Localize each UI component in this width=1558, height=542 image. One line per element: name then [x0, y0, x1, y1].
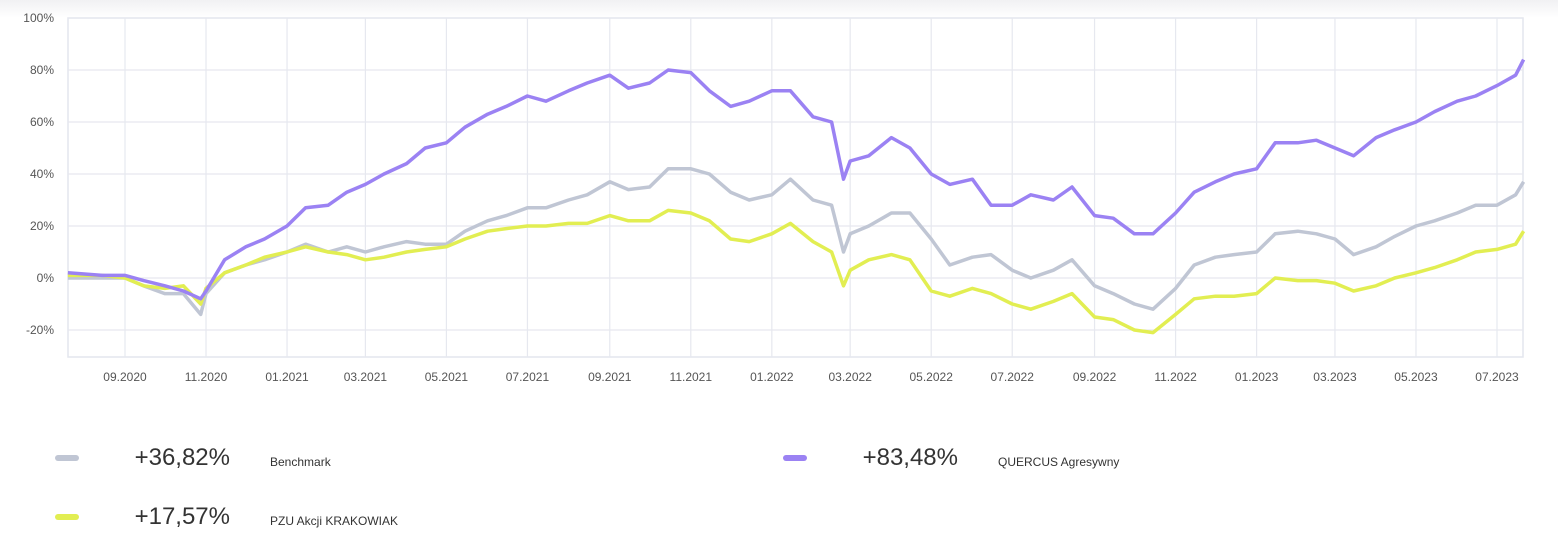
x-tick-label: 09.2022 [1073, 370, 1117, 384]
y-tick-label: 20% [30, 219, 54, 233]
pzu-swatch [55, 514, 79, 520]
quercus-return: +83,48% [862, 444, 958, 471]
x-tick-label: 07.2021 [506, 370, 550, 384]
pzu-akcji-krakowiak-line [67, 208, 1526, 335]
x-tick-label: 11.2020 [185, 370, 228, 384]
y-tick-label: -20% [26, 323, 54, 337]
x-tick-label: 09.2020 [103, 370, 147, 384]
benchmark-line [67, 167, 1526, 317]
line-chart: 100% 80% 60% 40% 20% 0% -20% 09.2020 11.2020 01.… [23, 11, 1526, 384]
x-tick-label: 03.2023 [1313, 370, 1357, 384]
x-tick-label: 01.2023 [1235, 370, 1279, 384]
benchmark-swatch [55, 455, 79, 461]
y-axis: 100% 80% 60% 40% 20% 0% -20% [23, 11, 54, 337]
header-band [0, 0, 1558, 18]
x-tick-label: 01.2021 [265, 370, 309, 384]
y-tick-label: 40% [30, 167, 54, 181]
x-tick-label: 01.2022 [750, 370, 794, 384]
x-tick-label: 11.2021 [670, 370, 713, 384]
pzu-return: +17,57% [134, 503, 230, 530]
quercus-swatch [783, 455, 807, 461]
benchmark-return: +36,82% [134, 444, 230, 471]
y-tick-label: 0% [37, 271, 55, 285]
x-tick-label: 05.2022 [910, 370, 954, 384]
x-tick-label: 03.2021 [344, 370, 388, 384]
quercus-label[interactable]: QUERCUS Agresywny [998, 455, 1120, 469]
y-tick-label: 100% [23, 11, 54, 25]
plot-border [67, 17, 1524, 358]
x-tick-label: 03.2022 [828, 370, 872, 384]
x-tick-label: 05.2023 [1394, 370, 1438, 384]
quercus-agresywny-line [67, 58, 1526, 301]
x-tick-label: 07.2023 [1475, 370, 1519, 384]
pzu-label[interactable]: PZU Akcji KRAKOWIAK [270, 514, 399, 528]
x-tick-label: 05.2021 [425, 370, 469, 384]
x-tick-label: 09.2021 [588, 370, 632, 384]
x-tick-label: 11.2022 [1154, 370, 1197, 384]
series-lines [67, 58, 1526, 335]
x-tick-label: 07.2022 [991, 370, 1035, 384]
y-tick-label: 80% [30, 63, 54, 77]
x-axis: 09.2020 11.2020 01.2021 03.2021 05.2021 07.20… [103, 370, 1519, 384]
benchmark-label[interactable]: Benchmark [270, 455, 331, 469]
grid [67, 17, 1524, 358]
y-tick-label: 60% [30, 115, 54, 129]
